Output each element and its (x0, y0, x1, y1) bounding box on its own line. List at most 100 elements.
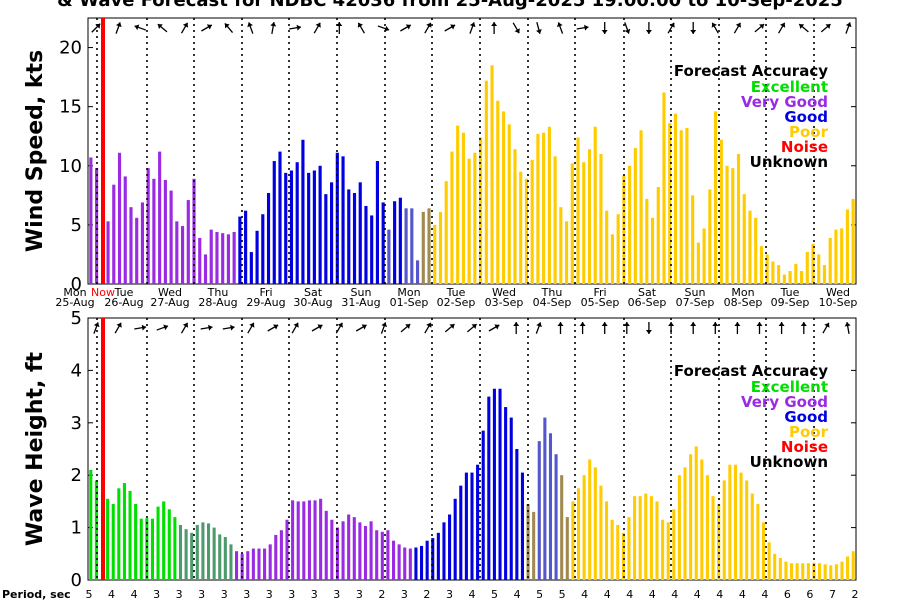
bar (587, 149, 592, 284)
bar (702, 228, 706, 284)
direction-arrow (845, 22, 852, 34)
bar (754, 217, 758, 284)
bar (509, 417, 513, 580)
bar (464, 472, 468, 580)
period-value: 4 (761, 588, 768, 600)
chart-title: & Wave Forecast for NDBC 42036 from 25-A… (57, 0, 843, 11)
period-value: 3 (153, 588, 160, 600)
day-name-label: Wed (492, 286, 516, 299)
period-value: 3 (221, 588, 228, 600)
bar (152, 178, 156, 284)
bar (504, 407, 508, 580)
bar (330, 182, 334, 284)
bar (845, 209, 849, 284)
bar (565, 517, 569, 580)
bar (442, 522, 446, 580)
bar (548, 433, 553, 580)
bar (381, 202, 385, 284)
period-value: 4 (739, 588, 746, 600)
direction-arrow (380, 322, 388, 334)
period-value: 3 (243, 588, 250, 600)
period-value: 2 (378, 588, 385, 600)
period-value: 3 (401, 588, 408, 600)
period-value: 4 (626, 588, 633, 600)
bar (811, 243, 815, 284)
bar (453, 498, 457, 580)
bar (714, 111, 718, 285)
bar (387, 229, 391, 284)
day-date-label: 05-Sep (581, 296, 620, 309)
direction-arrow (557, 322, 564, 334)
bar (470, 472, 474, 580)
day-name-label: Tue (780, 286, 800, 299)
bar (593, 467, 597, 580)
bar (375, 530, 379, 580)
day-date-label: 01-Sep (390, 296, 429, 309)
bar (605, 210, 609, 284)
bar (341, 156, 345, 284)
legend-item: Noise (781, 138, 828, 156)
bar (420, 545, 424, 580)
bar (661, 519, 665, 580)
day-date-label: 31-Aug (341, 296, 380, 309)
bar (829, 565, 833, 580)
bar (745, 480, 749, 580)
direction-arrow (134, 24, 147, 31)
bar (748, 210, 752, 284)
direction-arrow (424, 22, 432, 34)
bar (685, 127, 689, 284)
direction-arrow (512, 22, 520, 34)
bar (711, 496, 715, 580)
bar (195, 524, 199, 580)
bar (456, 125, 460, 284)
bar (112, 184, 116, 284)
direction-arrow (357, 22, 365, 34)
bar (532, 511, 536, 580)
direction-arrow (200, 324, 213, 331)
bar (444, 181, 448, 284)
bar (851, 198, 855, 284)
bar (122, 483, 126, 580)
bar (255, 230, 259, 284)
direction-arrow (247, 22, 254, 34)
plot-frame (87, 17, 857, 285)
legend-item: Poor (789, 123, 829, 141)
direction-arrow (712, 322, 719, 334)
period-value: 7 (829, 588, 836, 600)
period-value: 4 (649, 588, 656, 600)
bar (221, 233, 225, 284)
bar (696, 242, 700, 284)
direction-arrow (491, 22, 498, 34)
bar (588, 459, 592, 580)
bar (226, 234, 230, 284)
bar (284, 172, 288, 284)
day-date-label: 28-Aug (198, 296, 237, 309)
bar (756, 504, 760, 580)
period-value: 4 (671, 588, 678, 600)
direction-arrow (180, 322, 189, 334)
day-date-label: 02-Sep (437, 296, 476, 309)
day-date-label: 09-Sep (771, 296, 810, 309)
bar (123, 176, 127, 284)
bar (358, 522, 362, 580)
bar (257, 548, 261, 580)
y-tick-label: 15 (59, 97, 82, 118)
panel-2: 0 1 2 3 4 5 Wave Height, ft Forecast AccuracyEx… (23, 308, 857, 591)
bar (484, 80, 488, 284)
now-label: Now (91, 286, 115, 299)
day-date-label: 26-Aug (104, 296, 143, 309)
bar (209, 229, 213, 284)
direction-arrow (798, 23, 809, 33)
bar (295, 162, 299, 284)
period-value: 4 (694, 588, 701, 600)
bar (782, 274, 786, 284)
bar (526, 504, 530, 580)
bar (672, 509, 676, 580)
direction-arrow (800, 322, 807, 334)
y-axis-label: Wave Height, ft (23, 351, 48, 546)
legend-item: Good (784, 408, 828, 426)
bar (765, 254, 769, 284)
day-name-label: Sun (351, 286, 372, 299)
period-value: 2 (423, 588, 430, 600)
bar (184, 529, 188, 580)
